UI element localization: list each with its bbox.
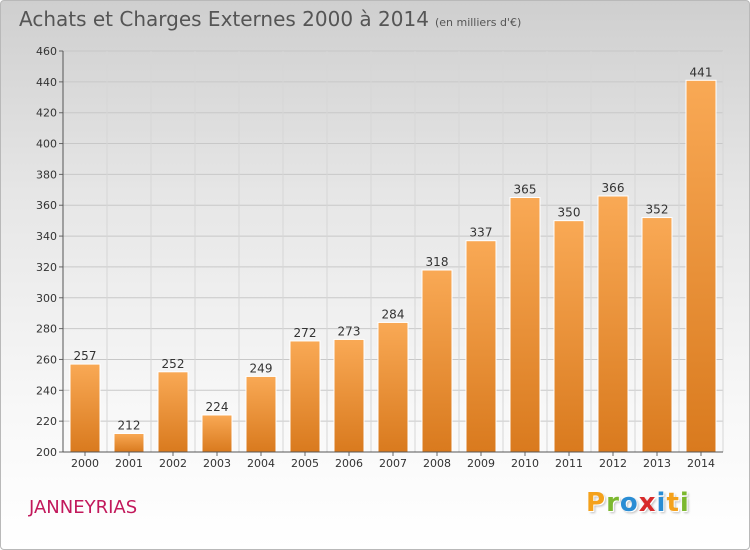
y-tick-label: 280 xyxy=(36,323,57,336)
bars: 257 212 252 224 249 272 273 284 318 337 365 350 366 3… xyxy=(69,65,717,453)
axes: 200 220 240 260 280 300 320 340 360 380 400 420 440 4… xyxy=(36,45,723,470)
y-tick-label: 440 xyxy=(36,76,57,89)
data-label: 365 xyxy=(514,183,537,197)
y-tick-label: 240 xyxy=(36,384,57,397)
bar xyxy=(113,432,145,453)
chart-title: Achats et Charges Externes 2000 à 2014 (e… xyxy=(19,7,521,31)
data-label: 441 xyxy=(690,65,713,79)
x-tick-label: 2005 xyxy=(291,457,319,470)
bar xyxy=(553,220,585,453)
x-tick-label: 2002 xyxy=(159,457,187,470)
bar xyxy=(597,195,629,453)
bar xyxy=(641,217,673,453)
bar xyxy=(465,240,497,453)
x-tick-label: 2000 xyxy=(71,457,99,470)
bar xyxy=(289,340,321,453)
logo-letter: i xyxy=(656,488,667,518)
x-tick-label: 2010 xyxy=(511,457,539,470)
bar xyxy=(509,197,541,453)
y-tick-label: 420 xyxy=(36,107,57,120)
x-tick-label: 2012 xyxy=(599,457,627,470)
bar xyxy=(377,321,409,453)
grid-lines xyxy=(62,50,724,453)
logo-letter: o xyxy=(619,488,639,518)
data-label: 272 xyxy=(294,326,317,340)
logo-letter: i xyxy=(679,488,690,518)
y-tick-label: 340 xyxy=(36,230,57,243)
data-label: 366 xyxy=(602,181,625,195)
bar xyxy=(69,363,101,453)
y-tick-label: 380 xyxy=(36,168,57,181)
logo-letter: r xyxy=(606,488,620,518)
x-tick-label: 2003 xyxy=(203,457,231,470)
data-label: 212 xyxy=(118,418,141,432)
commune-name: JANNEYRIAS xyxy=(29,497,138,518)
data-label: 252 xyxy=(162,357,185,371)
logo-letter: P xyxy=(586,488,607,518)
bar xyxy=(333,338,365,453)
data-label: 337 xyxy=(470,226,493,240)
y-tick-label: 300 xyxy=(36,292,57,305)
data-label: 249 xyxy=(250,361,273,375)
bar xyxy=(421,269,453,453)
bar xyxy=(245,375,277,453)
logo-letter: x xyxy=(638,488,657,518)
x-tick-label: 2004 xyxy=(247,457,275,470)
data-label: 284 xyxy=(382,307,405,321)
chart-title-text: Achats et Charges Externes 2000 à 2014 xyxy=(19,7,429,31)
data-label: 352 xyxy=(646,203,669,217)
x-tick-label: 2013 xyxy=(643,457,671,470)
data-label: 257 xyxy=(74,349,97,363)
y-tick-label: 460 xyxy=(36,45,57,58)
x-tick-label: 2011 xyxy=(555,457,583,470)
data-label: 350 xyxy=(558,206,581,220)
y-tick-label: 360 xyxy=(36,199,57,212)
bar xyxy=(157,371,189,453)
data-label: 224 xyxy=(206,400,229,414)
y-tick-label: 320 xyxy=(36,261,57,274)
y-tick-label: 200 xyxy=(36,446,57,459)
bar xyxy=(685,79,717,453)
x-tick-label: 2007 xyxy=(379,457,407,470)
x-tick-label: 2006 xyxy=(335,457,363,470)
proxiti-logo: Proxiti xyxy=(586,488,690,518)
y-tick-label: 260 xyxy=(36,353,57,366)
x-tick-label: 2001 xyxy=(115,457,143,470)
data-label: 273 xyxy=(338,324,361,338)
y-tick-label: 220 xyxy=(36,415,57,428)
data-label: 318 xyxy=(426,255,449,269)
bar xyxy=(201,414,233,453)
x-tick-label: 2009 xyxy=(467,457,495,470)
chart-subtitle: (en milliers d'€) xyxy=(434,16,522,29)
x-tick-label: 2008 xyxy=(423,457,451,470)
x-tick-label: 2014 xyxy=(687,457,715,470)
y-tick-label: 400 xyxy=(36,138,57,151)
logo-letter: t xyxy=(666,488,680,518)
